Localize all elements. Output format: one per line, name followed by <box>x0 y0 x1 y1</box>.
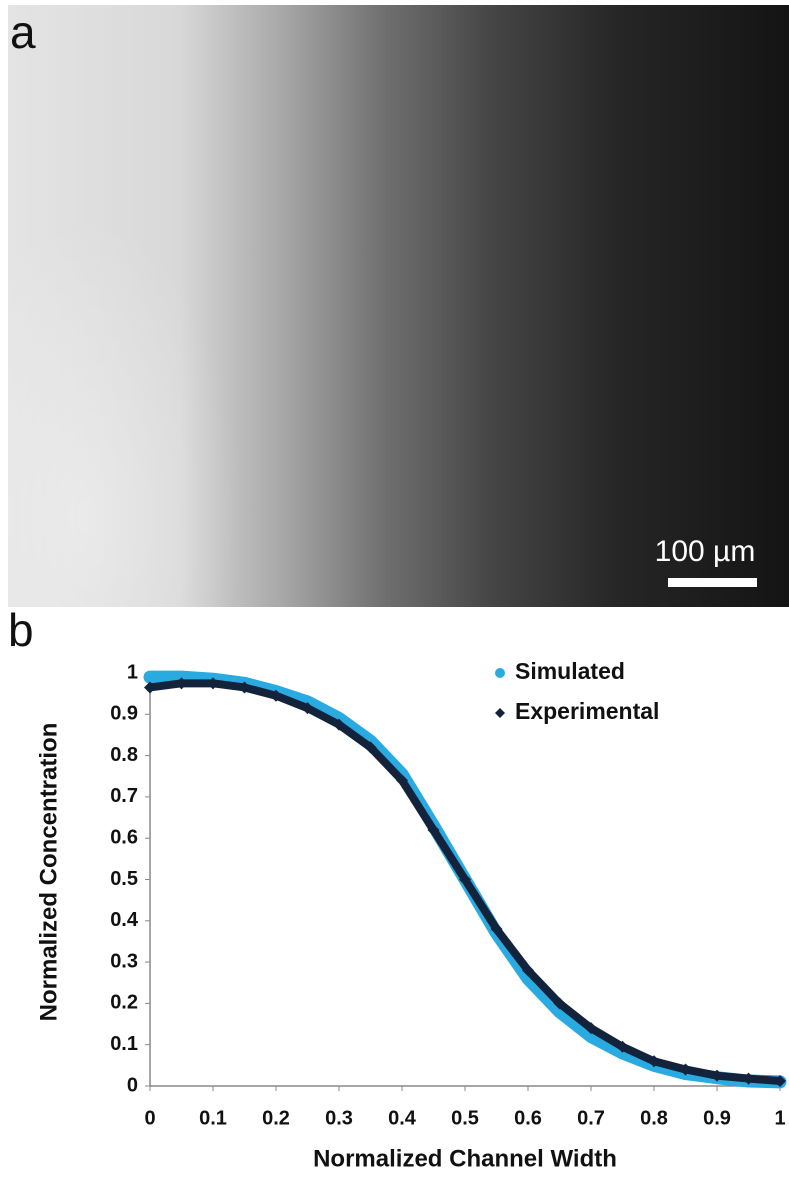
diamond-marker <box>459 873 471 886</box>
x-tick-label: 1 <box>774 1107 785 1129</box>
diamond-marker <box>553 997 566 1010</box>
scale-bar <box>668 578 757 587</box>
y-tick-label: 1 <box>127 661 138 683</box>
diamond-marker <box>742 1072 755 1085</box>
y-tick-label: 0.4 <box>110 909 139 931</box>
diamond-marker <box>490 923 503 936</box>
diamond-marker <box>774 1075 786 1088</box>
y-tick-label: 0.8 <box>110 744 138 766</box>
diamond-marker <box>711 1069 723 1082</box>
diamond-marker <box>522 964 534 977</box>
y-tick-label: 0 <box>127 1074 138 1096</box>
diamond-marker <box>175 677 188 690</box>
x-tick-label: 0.2 <box>262 1107 290 1129</box>
legend-label: Experimental <box>515 698 659 724</box>
y-tick-label: 0.6 <box>110 826 138 848</box>
diamond-marker <box>396 774 408 787</box>
legend-marker <box>495 668 505 678</box>
diamond-marker <box>585 1022 597 1035</box>
x-tick-label: 0.9 <box>703 1107 731 1129</box>
diamond-marker <box>207 677 219 690</box>
legend-label: Simulated <box>515 658 625 684</box>
x-axis-title: Normalized Channel Width <box>313 1145 617 1172</box>
diamond-marker <box>270 689 282 702</box>
x-tick-label: 0.8 <box>640 1107 668 1129</box>
diamond-marker <box>238 681 251 694</box>
y-tick-label: 0.2 <box>110 992 138 1014</box>
y-tick-label: 0.1 <box>110 1033 138 1055</box>
y-axis-title: Normalized Concentration <box>35 723 62 1022</box>
y-tick-label: 0.5 <box>110 868 138 890</box>
x-tick-label: 0.7 <box>577 1107 605 1129</box>
diamond-marker <box>679 1063 692 1076</box>
diamond-marker <box>144 681 156 694</box>
scale-bar-label: 100 µm <box>655 535 756 568</box>
x-tick-label: 0.6 <box>514 1107 542 1129</box>
x-tick-label: 0 <box>144 1107 155 1129</box>
diamond-marker <box>616 1040 629 1053</box>
diamond-marker <box>427 823 440 836</box>
microscope-image <box>8 5 789 607</box>
x-tick-label: 0.4 <box>388 1107 417 1129</box>
x-tick-label: 0.1 <box>199 1107 227 1129</box>
panel-label: a <box>10 6 36 58</box>
y-tick-label: 0.3 <box>110 950 138 972</box>
x-tick-label: 0.5 <box>451 1107 479 1129</box>
circle-marker <box>144 671 156 684</box>
diamond-marker <box>301 702 314 715</box>
panel-label: b <box>8 604 34 656</box>
diamond-marker <box>364 741 377 754</box>
diamond-marker <box>648 1055 660 1068</box>
x-tick-label: 0.3 <box>325 1107 353 1129</box>
y-tick-label: 0.9 <box>110 703 138 725</box>
diamond-marker <box>333 718 345 731</box>
y-tick-label: 0.7 <box>110 785 138 807</box>
legend-marker <box>495 708 505 718</box>
